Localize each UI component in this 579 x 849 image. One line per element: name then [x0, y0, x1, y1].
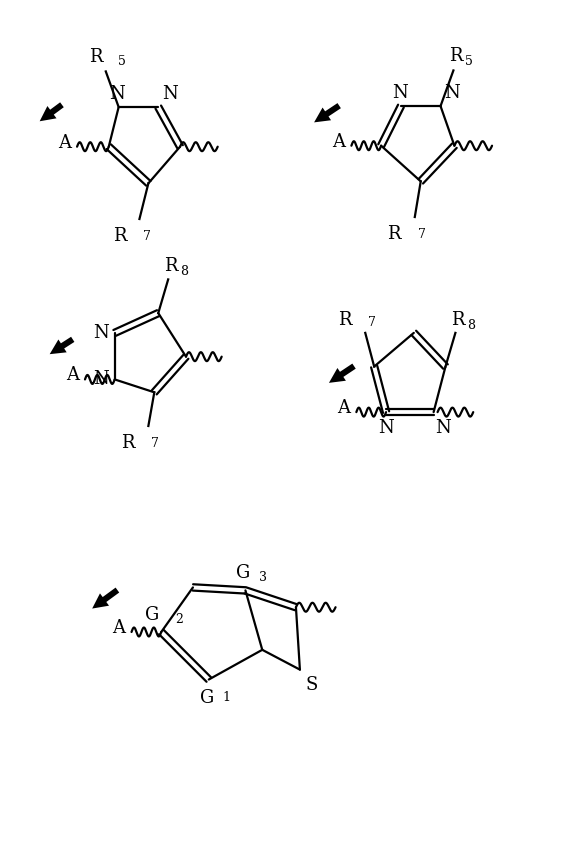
Text: 7: 7	[418, 228, 426, 241]
Text: 8: 8	[180, 266, 188, 278]
Text: N: N	[435, 419, 452, 437]
Text: R: R	[121, 434, 134, 452]
Text: 5: 5	[466, 55, 473, 69]
Text: N: N	[162, 85, 178, 103]
Text: R: R	[449, 48, 463, 65]
Text: N: N	[93, 370, 109, 389]
Text: 7: 7	[151, 437, 159, 450]
Text: 3: 3	[259, 571, 267, 584]
Text: N: N	[93, 323, 109, 342]
Text: 1: 1	[223, 691, 230, 705]
Text: A: A	[332, 132, 346, 151]
Text: G: G	[200, 689, 214, 707]
Text: N: N	[392, 84, 408, 102]
Text: A: A	[66, 367, 79, 385]
Text: G: G	[145, 606, 159, 624]
Text: 7: 7	[144, 230, 151, 243]
Text: N: N	[109, 85, 124, 103]
Text: G: G	[236, 565, 251, 582]
Text: N: N	[445, 84, 460, 102]
Text: R: R	[113, 227, 127, 245]
Text: 7: 7	[368, 316, 376, 329]
Text: R: R	[89, 48, 103, 66]
Text: A: A	[338, 399, 350, 417]
Text: 5: 5	[118, 55, 126, 69]
Text: 2: 2	[175, 613, 183, 626]
Text: R: R	[387, 225, 401, 243]
Text: R: R	[338, 311, 351, 329]
Text: R: R	[452, 311, 465, 329]
Text: A: A	[112, 619, 126, 637]
Text: N: N	[378, 419, 394, 437]
Text: A: A	[58, 134, 71, 152]
Text: R: R	[164, 257, 178, 275]
Text: S: S	[306, 676, 318, 694]
Text: 8: 8	[467, 319, 475, 332]
